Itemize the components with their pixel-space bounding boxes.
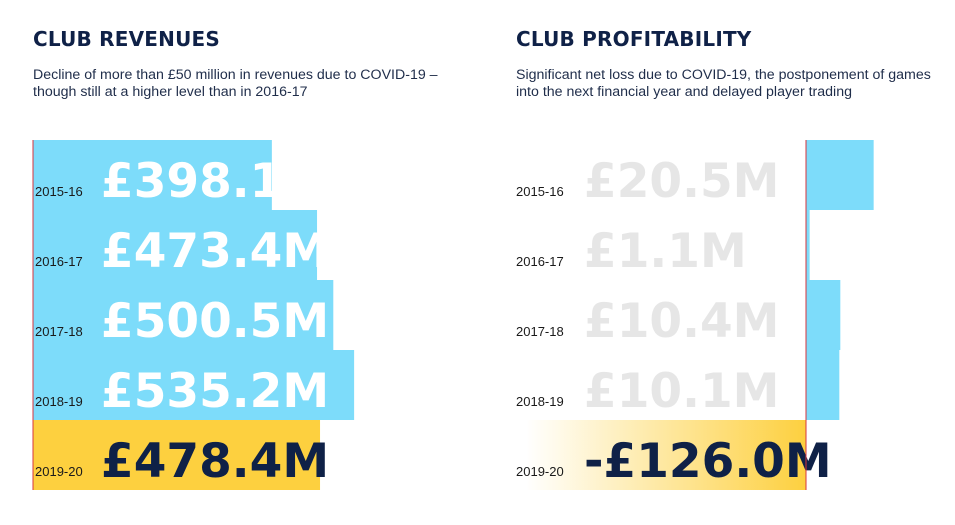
revenue-year-label: 2019-20 (35, 464, 83, 479)
profit-year-label: 2019-20 (516, 464, 564, 479)
revenue-value-label: £398.1M (101, 154, 329, 209)
profit-bar-2018-19 (806, 350, 840, 420)
profitability-subtitle: Significant net loss due to COVID-19, th… (516, 67, 931, 100)
revenues-title: CLUB REVENUES (33, 27, 221, 51)
revenue-value-label: £478.4M (101, 434, 329, 489)
revenue-value-label: £500.5M (101, 294, 329, 349)
profit-value-label: £10.1M (584, 364, 779, 419)
profit-value-label: £10.4M (584, 294, 779, 349)
revenue-bar-2019-20 (33, 420, 321, 490)
profitability-title: CLUB PROFITABILITY (516, 27, 752, 51)
revenue-year-label: 2017-18 (35, 324, 83, 339)
revenue-bar-2017-18 (33, 280, 334, 350)
profit-year-label: 2015-16 (516, 184, 564, 199)
revenue-value-label: £473.4M (101, 224, 329, 279)
revenues-bar-chart: 2015-16 £398.1M 2016-17 £473.4M 2017-18 £500.… (32, 140, 355, 490)
revenue-value-label: £535.2M (101, 364, 329, 419)
profit-bar-2016-17 (806, 210, 810, 280)
profit-year-label: 2016-17 (516, 254, 564, 269)
revenues-subtitle: Decline of more than £50 million in reve… (33, 67, 438, 100)
profit-value-label: £1.1M (584, 224, 747, 279)
profit-value-label: £20.5M (584, 154, 779, 209)
profit-bar-2019-20 (526, 420, 806, 490)
profitability-bar-chart: 2015-16 £20.5M 2016-17 £1.1M 2017-18 £10.4M 20… (516, 140, 874, 490)
revenue-year-label: 2015-16 (35, 184, 83, 199)
revenue-bar-2015-16 (33, 140, 272, 210)
profit-bar-2017-18 (806, 280, 841, 350)
profit-value-label: -£126.0M (584, 434, 832, 489)
profit-year-label: 2018-19 (516, 394, 564, 409)
revenue-year-label: 2016-17 (35, 254, 83, 269)
revenue-bar-2016-17 (33, 210, 318, 280)
profit-year-label: 2017-18 (516, 324, 564, 339)
profitability-panel: CLUB PROFITABILITY Significant net loss … (480, 0, 955, 525)
revenue-bar-2018-19 (33, 350, 355, 420)
revenue-year-label: 2018-19 (35, 394, 83, 409)
revenues-panel: CLUB REVENUES Decline of more than £50 m… (0, 0, 470, 525)
profit-bar-2015-16 (806, 140, 874, 210)
